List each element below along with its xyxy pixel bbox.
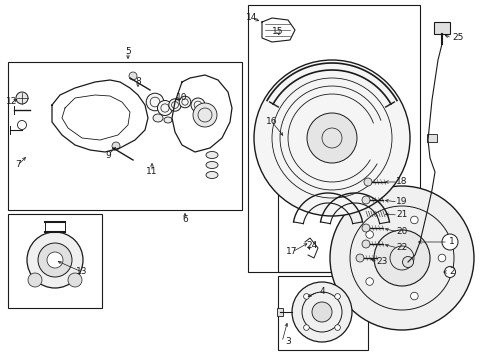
Circle shape bbox=[191, 98, 204, 112]
Circle shape bbox=[410, 292, 417, 300]
Bar bbox=[276, 308, 283, 316]
Bar bbox=[278, 276, 367, 350]
Text: 19: 19 bbox=[395, 198, 407, 207]
Text: 18: 18 bbox=[395, 177, 407, 186]
Ellipse shape bbox=[163, 117, 172, 123]
Bar bbox=[8, 62, 242, 210]
Circle shape bbox=[441, 234, 457, 250]
Bar bbox=[426, 134, 436, 142]
Circle shape bbox=[16, 92, 28, 104]
Circle shape bbox=[355, 254, 363, 262]
Text: 25: 25 bbox=[451, 33, 463, 42]
Circle shape bbox=[303, 325, 308, 330]
Text: 24: 24 bbox=[306, 240, 317, 249]
Circle shape bbox=[361, 196, 369, 204]
Circle shape bbox=[363, 178, 371, 186]
Text: 5: 5 bbox=[125, 48, 131, 57]
Text: 14: 14 bbox=[246, 13, 257, 22]
Text: 23: 23 bbox=[376, 257, 387, 266]
Circle shape bbox=[146, 93, 163, 111]
Circle shape bbox=[68, 273, 82, 287]
Bar bbox=[278, 185, 377, 272]
Circle shape bbox=[373, 230, 429, 286]
Circle shape bbox=[129, 72, 137, 80]
Text: 20: 20 bbox=[395, 228, 407, 237]
Circle shape bbox=[28, 273, 42, 287]
Circle shape bbox=[193, 103, 217, 127]
Text: 1: 1 bbox=[448, 238, 454, 247]
Text: 16: 16 bbox=[265, 117, 277, 126]
Ellipse shape bbox=[153, 114, 163, 122]
Circle shape bbox=[253, 60, 409, 216]
Circle shape bbox=[365, 231, 373, 238]
Text: 7: 7 bbox=[15, 161, 21, 170]
Ellipse shape bbox=[205, 162, 218, 168]
Text: 10: 10 bbox=[176, 94, 187, 103]
Text: 12: 12 bbox=[6, 98, 18, 107]
Bar bbox=[247, 5, 419, 272]
Circle shape bbox=[38, 243, 72, 277]
Text: 13: 13 bbox=[76, 267, 87, 276]
Circle shape bbox=[329, 186, 473, 330]
Text: 6: 6 bbox=[182, 216, 187, 225]
Text: 15: 15 bbox=[272, 27, 283, 36]
Text: 4: 4 bbox=[319, 288, 324, 297]
Bar bbox=[8, 214, 102, 308]
Circle shape bbox=[361, 240, 369, 248]
Circle shape bbox=[306, 113, 356, 163]
Circle shape bbox=[27, 232, 83, 288]
Circle shape bbox=[410, 216, 417, 224]
Circle shape bbox=[18, 121, 26, 130]
Text: 3: 3 bbox=[285, 338, 290, 346]
Circle shape bbox=[365, 278, 373, 285]
Text: 17: 17 bbox=[285, 248, 297, 256]
Text: 22: 22 bbox=[396, 243, 407, 252]
Text: 11: 11 bbox=[146, 167, 158, 176]
Ellipse shape bbox=[205, 152, 218, 158]
Circle shape bbox=[402, 256, 413, 267]
Circle shape bbox=[334, 294, 340, 299]
Text: 2: 2 bbox=[448, 267, 454, 276]
Circle shape bbox=[112, 142, 120, 150]
Circle shape bbox=[311, 302, 331, 322]
Circle shape bbox=[179, 96, 190, 108]
Text: 8: 8 bbox=[135, 77, 141, 86]
Circle shape bbox=[303, 294, 308, 299]
Bar bbox=[433, 22, 449, 34]
Circle shape bbox=[291, 282, 351, 342]
Circle shape bbox=[157, 100, 172, 116]
Circle shape bbox=[444, 266, 454, 278]
Circle shape bbox=[168, 99, 181, 111]
Text: 21: 21 bbox=[395, 211, 407, 220]
Circle shape bbox=[334, 325, 340, 330]
Circle shape bbox=[47, 252, 63, 268]
Text: 9: 9 bbox=[105, 150, 111, 159]
Circle shape bbox=[361, 224, 369, 232]
Circle shape bbox=[437, 254, 445, 262]
Ellipse shape bbox=[205, 171, 218, 179]
